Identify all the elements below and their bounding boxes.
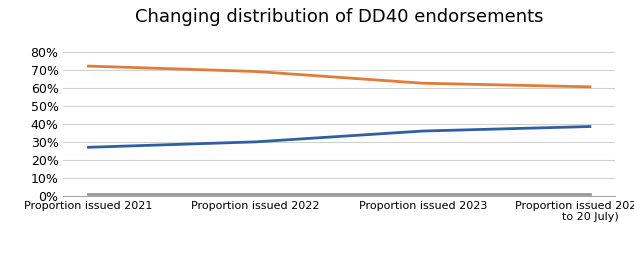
17-25 (85, 146, 93, 149)
26-65 (252, 70, 259, 73)
Line: 17-25: 17-25 (89, 127, 590, 147)
66-94 (586, 193, 593, 196)
26-65 (419, 81, 427, 85)
26-65 (85, 64, 93, 68)
66-94 (419, 193, 427, 196)
17-25 (252, 140, 259, 144)
26-65 (586, 85, 593, 88)
Title: Changing distribution of DD40 endorsements: Changing distribution of DD40 endorsemen… (135, 8, 543, 27)
Line: 26-65: 26-65 (89, 66, 590, 87)
17-25 (419, 129, 427, 133)
17-25 (586, 125, 593, 128)
66-94 (85, 193, 93, 196)
66-94 (252, 193, 259, 196)
